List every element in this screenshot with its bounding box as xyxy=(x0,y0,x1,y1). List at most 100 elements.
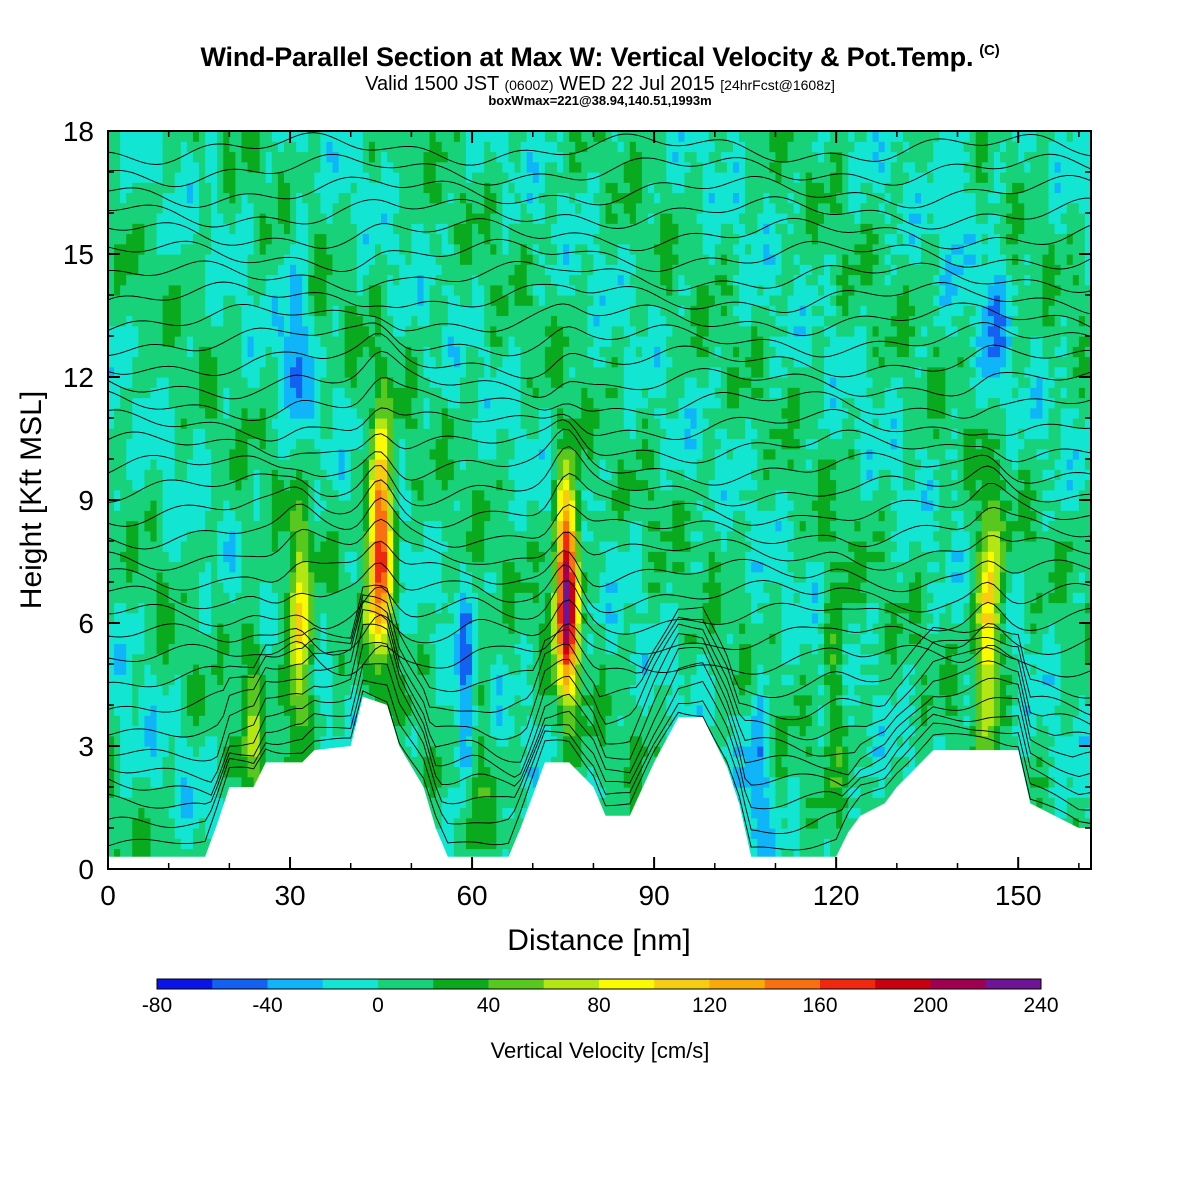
velocity-cell xyxy=(435,418,443,429)
velocity-cell xyxy=(490,336,497,347)
velocity-cell xyxy=(453,551,461,563)
velocity-cell xyxy=(314,643,321,655)
velocity-cell xyxy=(374,489,382,501)
velocity-cell xyxy=(235,223,243,235)
velocity-cell xyxy=(526,612,534,624)
velocity-cell xyxy=(502,397,510,409)
velocity-cell xyxy=(459,592,467,604)
velocity-cell xyxy=(496,623,504,634)
velocity-cell xyxy=(453,459,461,470)
velocity-cell xyxy=(526,674,534,686)
velocity-cell xyxy=(453,653,461,665)
velocity-cell xyxy=(156,776,164,788)
velocity-cell xyxy=(247,407,255,419)
velocity-cell xyxy=(180,151,188,163)
velocity-cell xyxy=(302,377,309,388)
velocity-cell xyxy=(484,315,491,327)
velocity-cell xyxy=(180,233,188,245)
velocity-cell xyxy=(162,561,170,573)
velocity-cell xyxy=(508,817,516,829)
velocity-cell xyxy=(302,612,309,624)
velocity-cell xyxy=(478,787,485,798)
velocity-cell xyxy=(441,315,449,327)
velocity-cell xyxy=(496,202,504,214)
velocity-cell xyxy=(368,684,376,696)
velocity-cell xyxy=(502,561,510,573)
velocity-cell xyxy=(229,705,237,716)
velocity-cell xyxy=(241,233,249,245)
velocity-cell xyxy=(502,694,510,706)
velocity-cell xyxy=(387,356,394,368)
velocity-cell xyxy=(168,705,176,716)
velocity-cell xyxy=(217,346,224,358)
velocity-cell xyxy=(144,828,152,839)
velocity-cell xyxy=(466,838,473,850)
velocity-cell xyxy=(484,797,491,809)
velocity-cell xyxy=(520,284,528,296)
velocity-cell xyxy=(223,705,230,716)
velocity-cell xyxy=(350,315,358,327)
velocity-cell xyxy=(265,172,273,183)
velocity-cell xyxy=(429,448,437,460)
velocity-cell xyxy=(472,243,479,255)
velocity-cell xyxy=(368,295,376,306)
velocity-cell xyxy=(356,387,364,399)
velocity-cell xyxy=(368,592,376,604)
velocity-cell xyxy=(459,500,467,511)
velocity-cell xyxy=(114,346,121,358)
velocity-cell xyxy=(399,336,406,347)
velocity-cell xyxy=(108,643,115,655)
velocity-cell xyxy=(484,756,491,768)
velocity-cell xyxy=(472,561,479,573)
velocity-cell xyxy=(205,243,212,255)
velocity-cell xyxy=(211,438,218,450)
velocity-cell xyxy=(302,551,309,563)
velocity-cell xyxy=(484,500,491,511)
velocity-cell xyxy=(466,428,473,440)
velocity-cell xyxy=(508,541,516,552)
velocity-cell xyxy=(356,202,364,214)
velocity-cell xyxy=(277,623,285,634)
velocity-cell xyxy=(308,202,315,214)
velocity-cell xyxy=(114,356,121,368)
velocity-cell xyxy=(126,684,133,696)
velocity-cell xyxy=(308,459,315,470)
velocity-cell xyxy=(132,284,139,296)
velocity-cell xyxy=(381,243,388,255)
velocity-cell xyxy=(374,438,382,450)
velocity-cell xyxy=(235,438,243,450)
velocity-cell xyxy=(259,592,267,604)
velocity-cell xyxy=(308,161,315,173)
velocity-cell xyxy=(253,274,261,286)
velocity-cell xyxy=(368,213,376,224)
velocity-cell xyxy=(223,725,230,737)
velocity-cell xyxy=(114,264,121,276)
velocity-cell xyxy=(156,418,164,429)
velocity-cell xyxy=(484,520,491,532)
velocity-cell xyxy=(356,346,364,358)
velocity-cell xyxy=(387,295,394,306)
velocity-cell xyxy=(399,489,406,501)
velocity-cell xyxy=(314,448,321,460)
velocity-cell xyxy=(247,541,255,552)
velocity-cell xyxy=(192,592,200,604)
velocity-cell xyxy=(156,305,164,317)
velocity-cell xyxy=(405,346,412,358)
velocity-cell xyxy=(417,643,425,655)
velocity-cell xyxy=(186,213,194,224)
velocity-cell xyxy=(241,684,249,696)
velocity-cell xyxy=(168,623,176,634)
velocity-cell xyxy=(144,274,152,286)
velocity-cell xyxy=(108,674,115,686)
velocity-cell xyxy=(235,274,243,286)
velocity-cell xyxy=(350,479,358,491)
velocity-cell xyxy=(326,653,334,665)
velocity-cell xyxy=(520,551,528,563)
velocity-cell xyxy=(387,223,394,235)
velocity-cell xyxy=(314,428,321,440)
velocity-cell xyxy=(368,284,376,296)
velocity-cell xyxy=(320,715,328,727)
velocity-cell xyxy=(168,817,176,829)
velocity-cell xyxy=(271,612,279,624)
